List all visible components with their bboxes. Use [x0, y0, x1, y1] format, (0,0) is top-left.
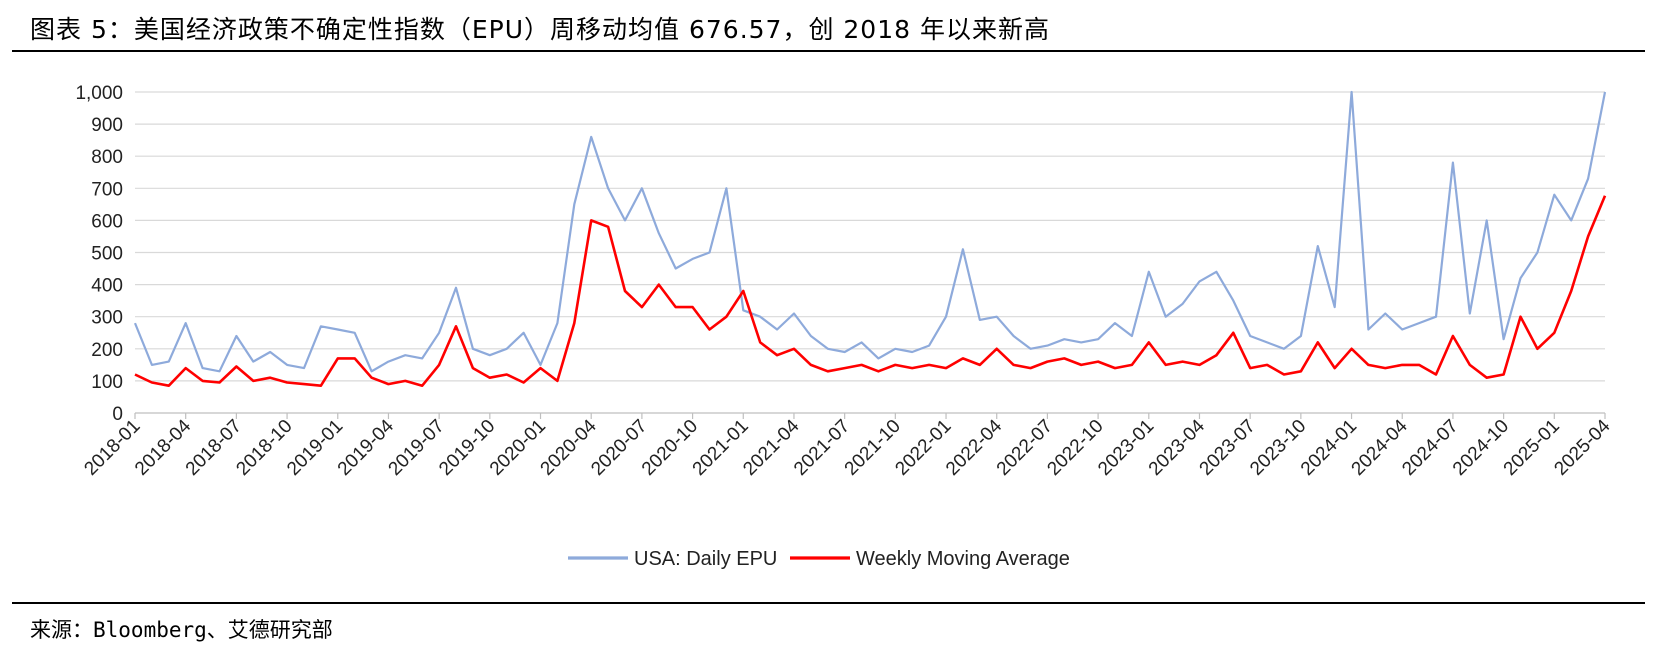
epu-line-chart: 0 100 200 300 400 500 600 700 800 900 1,000 2018-0… — [75, 83, 1615, 570]
y-tick-label: 400 — [91, 276, 123, 297]
gridlines — [135, 91, 1605, 414]
weekly-ma-line — [134, 195, 1607, 388]
source-rule — [12, 602, 1645, 604]
y-tick-label: 900 — [91, 115, 123, 136]
series-layer — [133, 90, 1607, 388]
y-tick-label: 100 — [91, 372, 123, 393]
y-tick-label: 500 — [91, 244, 123, 265]
y-axis-ticks: 0 100 200 300 400 500 600 700 800 900 1,000 — [75, 83, 123, 425]
legend-label: USA: Daily EPU — [634, 548, 777, 570]
y-tick-label: 800 — [91, 147, 123, 168]
y-tick-label: 0 — [112, 404, 123, 425]
chart-title: 图表 5：美国经济政策不确定性指数（EPU）周移动均值 676.57，创 201… — [30, 15, 1050, 44]
legend-label: Weekly Moving Average — [856, 548, 1070, 570]
legend: USA: Daily EPU Weekly Moving Average — [568, 548, 1070, 570]
y-tick-label: 1,000 — [75, 83, 123, 104]
x-tick-label: 2025-04 — [1550, 415, 1614, 479]
y-tick-label: 700 — [91, 179, 123, 200]
y-tick-label: 600 — [91, 211, 123, 232]
y-tick-label: 300 — [91, 308, 123, 329]
daily-epu-line — [133, 90, 1607, 373]
title-rule — [12, 50, 1645, 52]
y-tick-label: 200 — [91, 340, 123, 361]
source-note: 来源：Bloomberg、艾德研究部 — [30, 618, 333, 642]
x-axis-ticks: 2018-012018-042018-072018-102019-012019-… — [80, 413, 1615, 480]
